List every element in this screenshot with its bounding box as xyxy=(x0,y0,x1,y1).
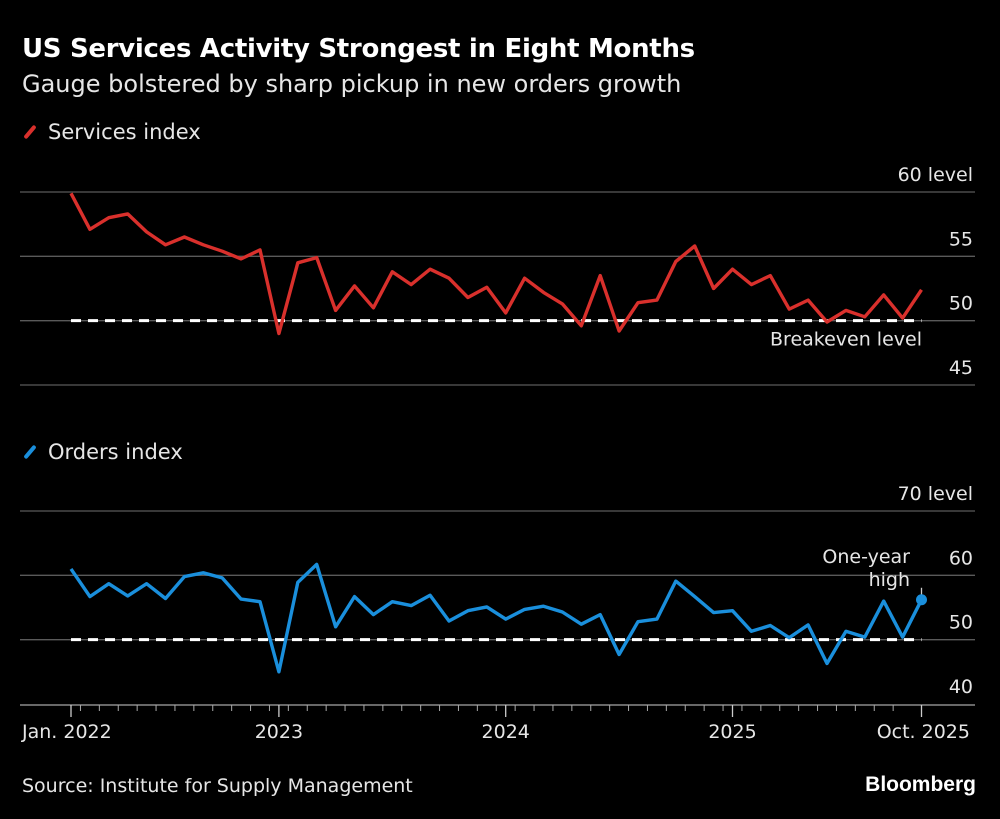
y-tick-label: 60 xyxy=(949,547,973,569)
annotation-text: One-year xyxy=(822,546,910,568)
y-tick-label: 45 xyxy=(949,357,973,379)
x-tick-label: Jan. 2022 xyxy=(21,721,112,743)
chart-subtitle: Gauge bolstered by sharp pickup in new o… xyxy=(22,70,682,98)
y-tick-label: 60 level xyxy=(898,164,973,186)
y-tick-label: 70 level xyxy=(898,483,973,505)
legend-services-label: Services index xyxy=(48,120,201,144)
x-tick-label: Oct. 2025 xyxy=(877,721,970,743)
legend-services: Services index xyxy=(22,120,201,144)
y-tick-label: 40 xyxy=(949,676,973,698)
annotation-text: high xyxy=(869,569,910,591)
legend-orders-label: Orders index xyxy=(48,440,183,464)
chart-title: US Services Activity Strongest in Eight … xyxy=(22,34,695,64)
services-line xyxy=(69,192,923,336)
y-tick-label: 50 xyxy=(949,612,973,634)
reference-line-label: Breakeven level xyxy=(770,329,922,351)
x-tick-label: 2025 xyxy=(708,721,756,743)
x-tick-label: 2023 xyxy=(255,721,303,743)
annotation-marker xyxy=(916,594,927,606)
bloomberg-logo: Bloomberg xyxy=(865,773,976,796)
source-note: Source: Institute for Supply Management xyxy=(22,775,413,797)
x-tick-label: 2024 xyxy=(482,721,530,743)
orders-line xyxy=(69,562,924,674)
y-tick-label: 50 xyxy=(949,293,973,315)
y-tick-label: 55 xyxy=(949,228,973,250)
legend-orders: Orders index xyxy=(22,440,183,464)
